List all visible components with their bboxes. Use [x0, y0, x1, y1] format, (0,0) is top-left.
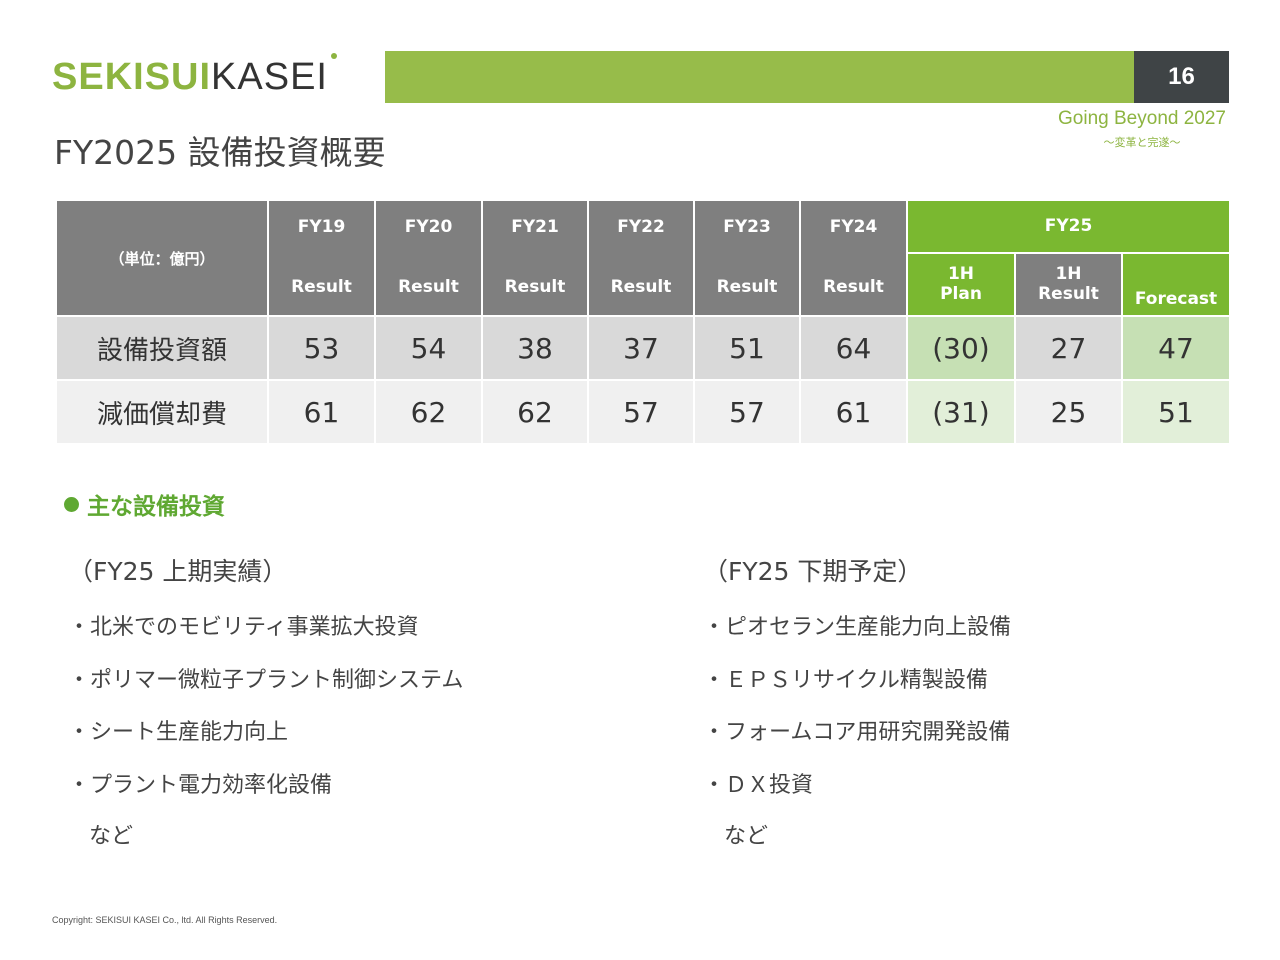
- fy25-plan-top: 1H: [947, 264, 975, 285]
- list-item: ・シート生産能力向上: [68, 720, 289, 745]
- table-row: 減価償却費 61 62 62 57 57 61 (31) 25 51: [55, 379, 1231, 445]
- tagline: Going Beyond 2027 〜変革と完遂〜: [1058, 108, 1226, 150]
- list-item: ・北米でのモビリティ事業拡大投資: [68, 615, 419, 640]
- company-logo: SEKISUIKASEI: [52, 58, 328, 96]
- list-item: ・ポリマー微粒子プラント制御システム: [68, 668, 464, 693]
- year-sub-label: Result: [504, 277, 566, 297]
- fy25-plan-bottom: Plan: [940, 284, 982, 305]
- result-cell: 25: [1014, 379, 1123, 445]
- section-heading: 主な設備投資: [64, 487, 225, 521]
- table-cell: 53: [267, 315, 376, 381]
- list-item: ・ＥＰＳリサイクル精製設備: [703, 668, 988, 693]
- header-accent-bar: [385, 51, 1134, 103]
- table-cell: 51: [693, 315, 801, 381]
- table-cell: 61: [799, 379, 908, 445]
- capex-table: （単位：億円） FY19 Result FY20 Result FY21 Result…: [55, 199, 1231, 445]
- list-etc: など: [724, 824, 769, 849]
- fy25-result-top: 1H: [1055, 264, 1082, 285]
- table-cell: 62: [374, 379, 483, 445]
- right-column-title: （FY25 下期予定）: [703, 557, 923, 586]
- list-item: ・フォームコア用研究開発設備: [703, 720, 1011, 745]
- year-header: FY23 Result: [693, 199, 801, 317]
- table-cell: 38: [481, 315, 589, 381]
- plan-cell: (31): [906, 379, 1016, 445]
- fy25-result-bottom: Result: [1038, 284, 1099, 305]
- logo-light-text: KASEI: [211, 56, 328, 98]
- unit-header: （単位：億円）: [55, 199, 269, 317]
- year-header: FY20 Result: [374, 199, 483, 317]
- year-sub-label: Result: [291, 277, 352, 297]
- slide-title: FY2025 設備投資概要: [54, 133, 386, 172]
- tagline-subtext: 〜変革と完遂〜: [1103, 136, 1181, 149]
- year-header: FY22 Result: [587, 199, 695, 317]
- year-header: FY19 Result: [267, 199, 376, 317]
- table-cell: 57: [587, 379, 695, 445]
- year-label: FY19: [297, 217, 346, 237]
- year-sub-label: Result: [823, 277, 884, 297]
- year-sub-label: Result: [398, 277, 459, 297]
- list-item: ・ＤＸ投資: [703, 773, 814, 798]
- logo-bold-text: SEKISUI: [52, 56, 212, 98]
- left-column-title: （FY25 上期実績）: [68, 557, 288, 586]
- year-label: FY22: [617, 217, 665, 237]
- table-cell: 54: [374, 315, 483, 381]
- year-label: FY23: [723, 217, 771, 237]
- year-label: FY20: [404, 217, 453, 237]
- table-cell: 57: [693, 379, 801, 445]
- fy25-forecast-header: Forecast: [1121, 251, 1231, 318]
- logo-dot-icon: [331, 53, 337, 59]
- forecast-cell: 51: [1121, 379, 1231, 445]
- result-cell: 27: [1014, 315, 1123, 381]
- year-header: FY24 Result: [799, 199, 908, 317]
- year-sub-label: Result: [716, 277, 778, 297]
- table-cell: 61: [267, 379, 376, 445]
- table-cell: 37: [587, 315, 695, 381]
- year-label: FY21: [511, 217, 559, 237]
- table-row: 設備投資額 53 54 38 37 51 64 (30) 27 47: [55, 315, 1231, 381]
- row-label: 減価償却費: [55, 379, 269, 445]
- list-item: ・プラント電力効率化設備: [68, 773, 333, 798]
- forecast-cell: 47: [1121, 315, 1231, 381]
- row-label: 設備投資額: [55, 315, 269, 381]
- year-label: FY24: [829, 217, 878, 237]
- fy25-plan-header: 1H Plan: [906, 251, 1016, 318]
- year-sub-label: Result: [610, 277, 672, 297]
- fy25-result-header: 1H Result: [1014, 251, 1123, 318]
- page-number: 16: [1134, 51, 1229, 103]
- table-cell: 64: [799, 315, 908, 381]
- table-cell: 62: [481, 379, 589, 445]
- list-item: ・ピオセラン生産能力向上設備: [703, 615, 1012, 640]
- year-header: FY21 Result: [481, 199, 589, 317]
- tagline-text: Going Beyond 2027: [1058, 108, 1226, 129]
- list-etc: など: [89, 824, 134, 849]
- copyright-text: Copyright: SEKISUI KASEI Co., ltd. All R…: [52, 915, 278, 925]
- plan-cell: (30): [906, 315, 1016, 381]
- fy25-header: FY25: [906, 199, 1231, 254]
- section-heading-text: 主な設備投資: [87, 494, 225, 520]
- bullet-circle-icon: [64, 497, 79, 512]
